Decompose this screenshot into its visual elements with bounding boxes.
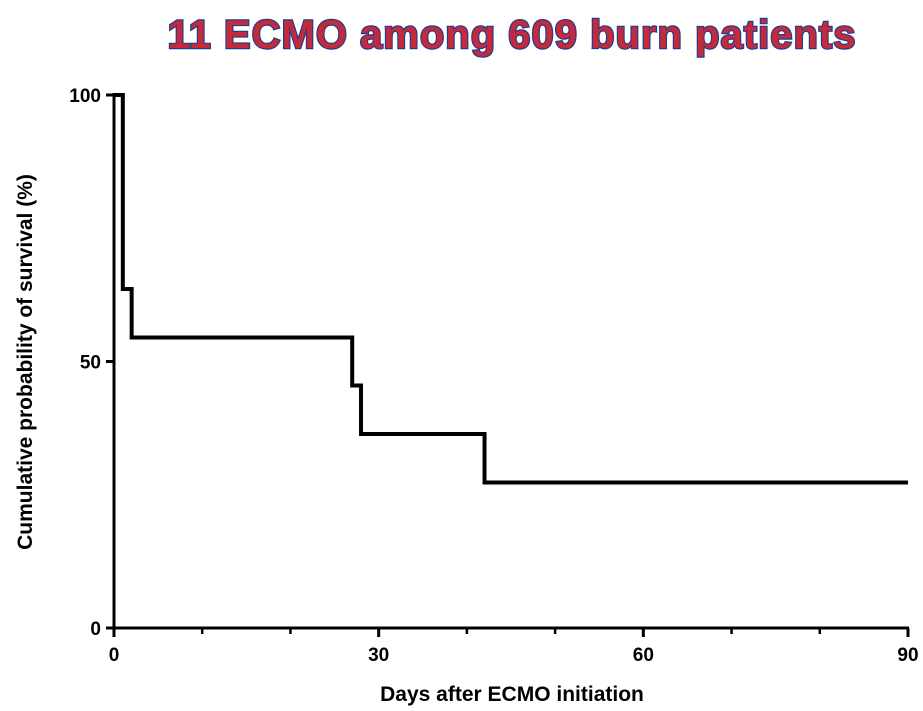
axes: 0 50 100 0 30 60 90 [69,86,918,666]
series-layer [114,93,908,485]
y-tick-label: 0 [90,619,101,640]
x-tick-label: 60 [633,645,654,666]
chart-title: 11 ECMO among 609 burn patients [168,13,857,57]
x-tick-label: 90 [897,645,918,666]
y-tick-label: 50 [80,353,101,374]
x-tick-label: 30 [368,645,389,666]
x-axis-label: Days after ECMO initiation [380,683,644,706]
y-tick-label: 100 [69,86,101,107]
y-axis-label: Cumulative probability of survival (%) [14,174,37,550]
x-tick-label: 0 [109,645,120,666]
survival-curve-1 [114,93,908,485]
